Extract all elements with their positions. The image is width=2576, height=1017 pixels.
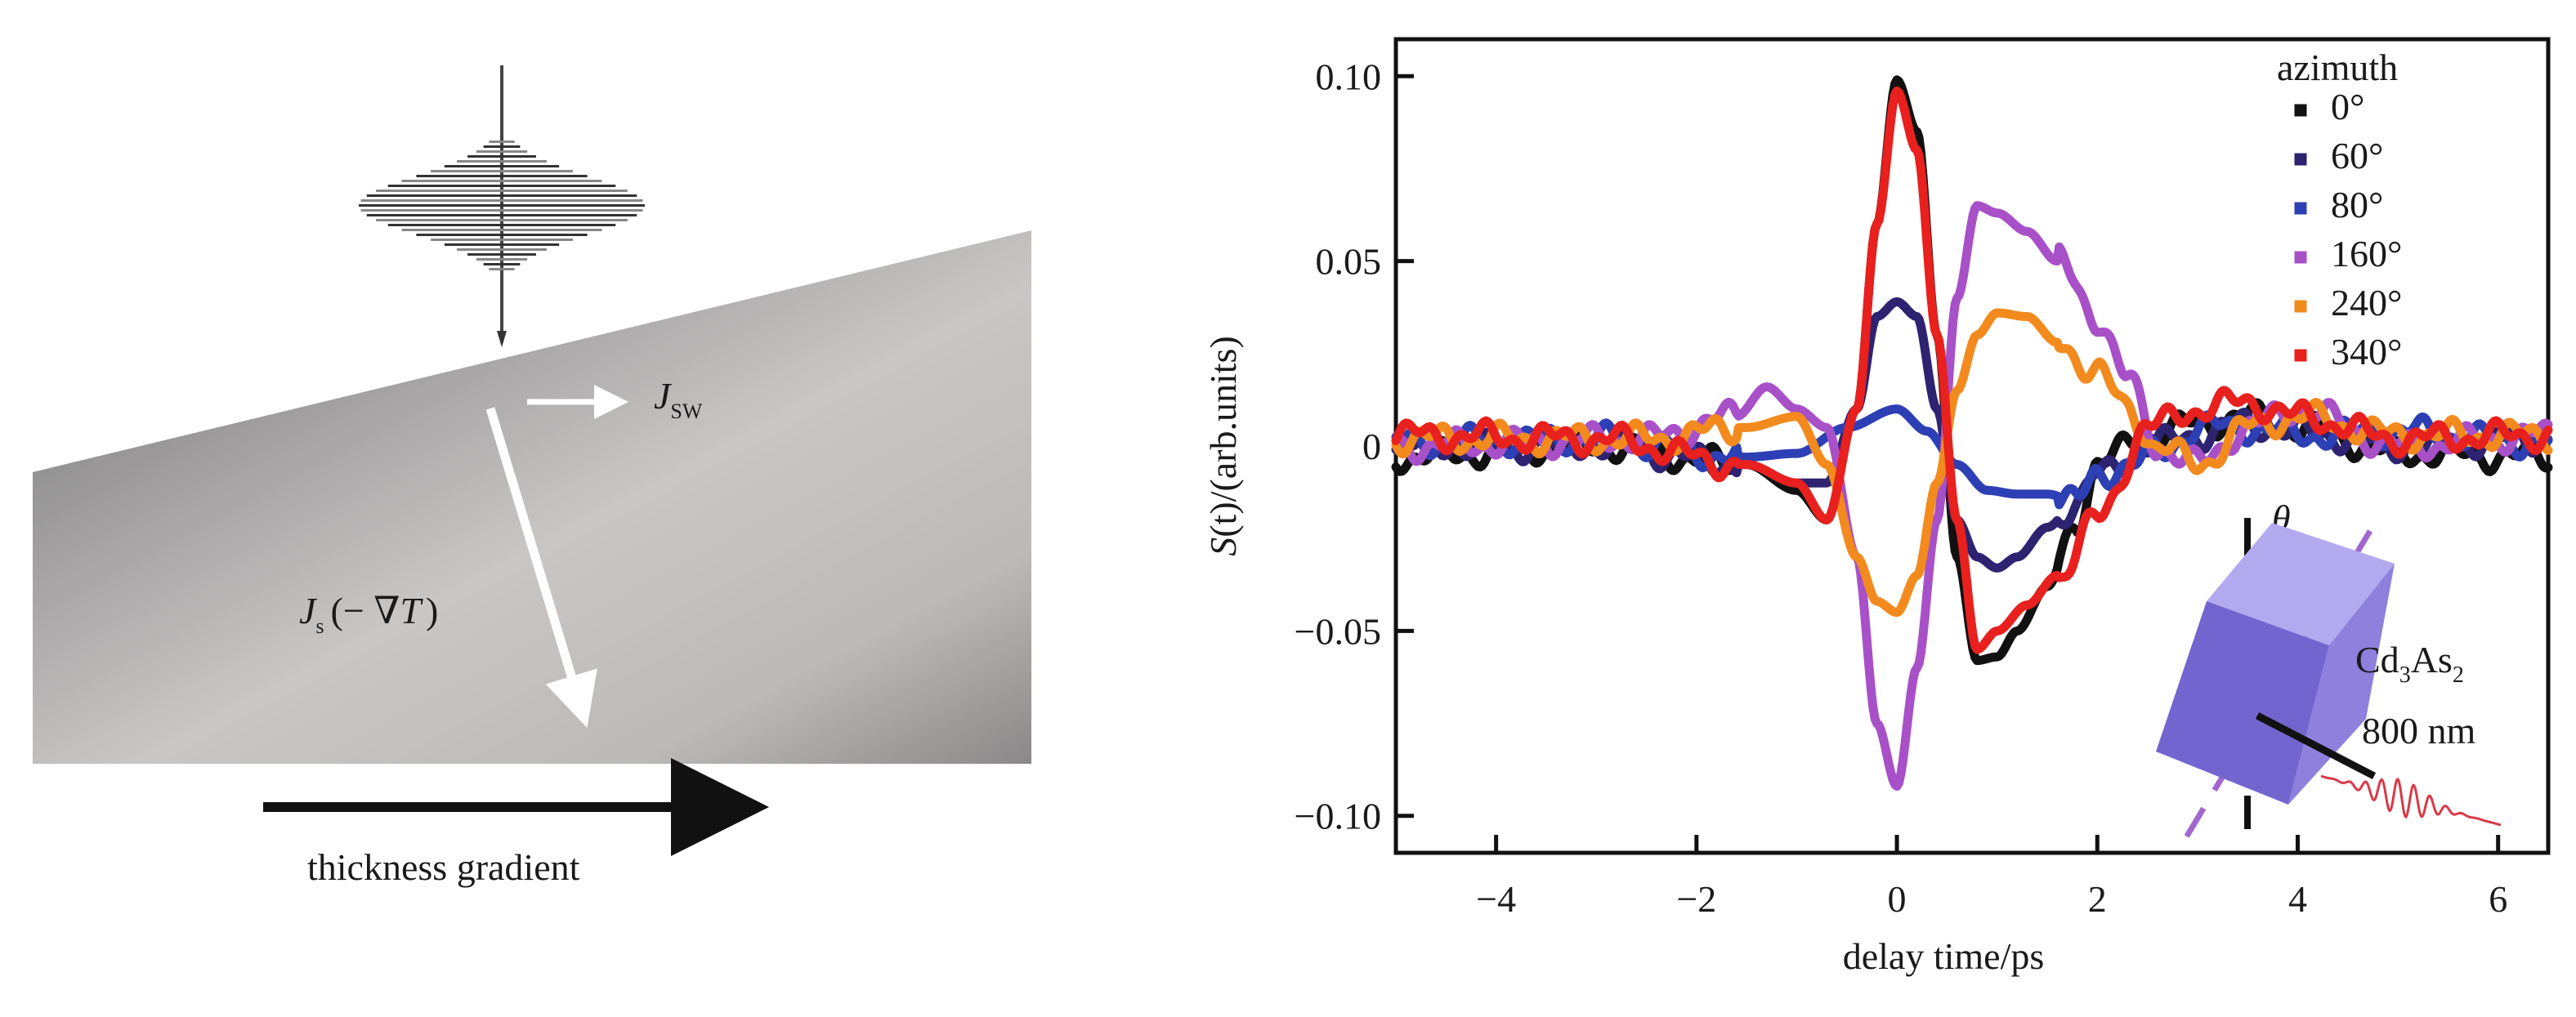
y-tick-label: −0.05 bbox=[1295, 610, 1381, 652]
y-tick-label: 0 bbox=[1362, 426, 1381, 467]
legend-marker bbox=[2294, 300, 2307, 313]
legend-marker bbox=[2294, 349, 2307, 362]
thickness-gradient-label: thickness gradient bbox=[307, 846, 580, 888]
x-tick-label: −2 bbox=[1676, 878, 1716, 920]
x-tick-label: 0 bbox=[1888, 878, 1907, 920]
y-tick-label: −0.10 bbox=[1295, 796, 1381, 837]
legend-label: 340° bbox=[2331, 331, 2402, 372]
legend: azimuth 0° 60° 80° 160° 240° 340° bbox=[2277, 47, 2402, 372]
js-arrow bbox=[485, 407, 597, 729]
tilted-slab bbox=[33, 230, 1031, 764]
legend-label: 60° bbox=[2331, 135, 2383, 176]
legend-marker bbox=[2294, 153, 2307, 166]
beam-line bbox=[2255, 712, 2377, 779]
x-axis: −4 −2 0 2 4 6 bbox=[1476, 835, 2507, 920]
legend-label: 0° bbox=[2331, 86, 2364, 127]
x-tick-label: 2 bbox=[2088, 878, 2107, 920]
series-line-3 bbox=[1391, 201, 2553, 791]
jsw-label: JSW bbox=[654, 375, 703, 423]
chart-panel: 0.10 0.05 0 −0.05 −0.10 −4 −2 0 2 4 6 delay time/… bbox=[1202, 37, 2553, 977]
y-tick-label: 0.10 bbox=[1316, 56, 1382, 97]
legend-label: 240° bbox=[2331, 282, 2402, 323]
x-tick-label: −4 bbox=[1476, 878, 1516, 920]
legend-title: azimuth bbox=[2277, 47, 2398, 88]
x-tick-label: 4 bbox=[2288, 878, 2307, 920]
series-lines bbox=[1391, 75, 2553, 791]
y-axis-label: S(t)/(arb.units) bbox=[1202, 336, 1244, 556]
legend-marker bbox=[2294, 104, 2307, 117]
legend-label: 80° bbox=[2331, 184, 2383, 225]
y-tick-label: 0.05 bbox=[1316, 241, 1382, 283]
incident-pulse-icon bbox=[359, 65, 645, 347]
left-panel: JSW Js (− ∇T) thickness gradient bbox=[33, 65, 1031, 888]
laser-pulse-icon bbox=[2320, 774, 2502, 827]
y-axis: 0.10 0.05 0 −0.05 −0.10 bbox=[1295, 56, 1414, 837]
legend-marker bbox=[2294, 202, 2307, 215]
series-line-5 bbox=[1391, 86, 2553, 654]
x-axis-label: delay time/ps bbox=[1843, 935, 2045, 977]
legend-label: 160° bbox=[2331, 233, 2402, 274]
crystal-inset: θ Cd3As2 800 nm bbox=[2156, 497, 2502, 843]
material-label: Cd3As2 bbox=[2355, 639, 2464, 688]
js-label: Js (− ∇T) bbox=[299, 590, 438, 638]
wavelength-label: 800 nm bbox=[2362, 710, 2476, 752]
x-tick-label: 6 bbox=[2489, 878, 2507, 920]
legend-marker bbox=[2294, 251, 2307, 264]
